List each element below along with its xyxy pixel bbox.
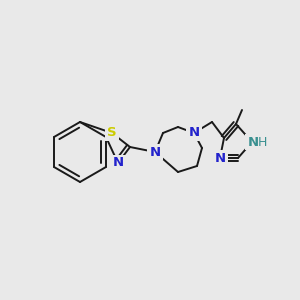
Text: N: N	[248, 136, 259, 148]
Text: N: N	[112, 157, 124, 169]
Text: N: N	[188, 127, 200, 140]
Text: H: H	[257, 136, 267, 148]
Text: N: N	[214, 152, 226, 164]
Text: S: S	[107, 127, 117, 140]
Text: N: N	[149, 146, 161, 158]
